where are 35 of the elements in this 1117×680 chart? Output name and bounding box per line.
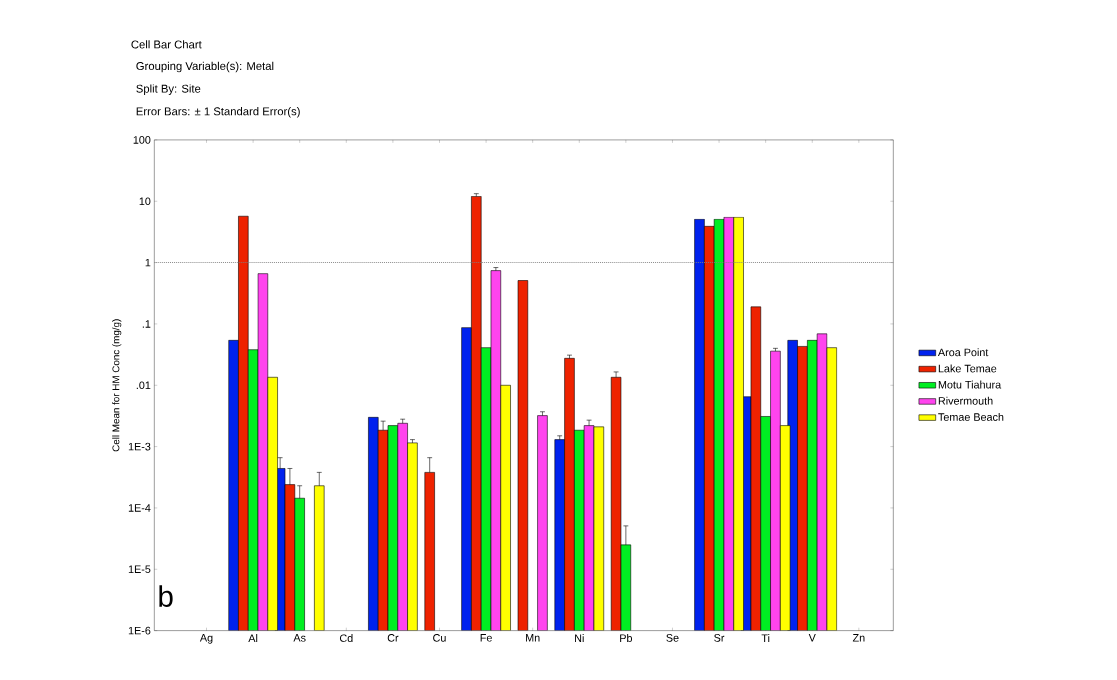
x-tick-label: Fe	[480, 634, 492, 642]
x-tick-label: Pb	[620, 634, 633, 643]
x-tick-label: V	[808, 634, 816, 642]
x-tick-label: Ti	[761, 634, 770, 642]
x-tick-label: Zn	[852, 634, 865, 642]
x-tick-label: Mn	[526, 634, 540, 642]
y-tick-label: .01	[136, 381, 151, 390]
x-tick-label: Al	[248, 634, 258, 642]
y-axis-title: Cell Mean for HM Conc (mg/g)	[112, 319, 122, 452]
x-tick-label: Sr	[714, 634, 725, 642]
y-tick-label: 1E-6	[128, 626, 151, 635]
y-tick-label: 10	[139, 197, 151, 206]
x-tick-label: As	[293, 634, 306, 642]
text: Grouping Variable(s): Metal	[136, 61, 274, 73]
y-tick-label: 1	[145, 258, 151, 267]
legend-label: Motu Tiahura	[938, 380, 1002, 389]
y-tick-label: 1E-5	[128, 565, 151, 574]
legend-label: Aroa Point	[937, 348, 989, 357]
text: Split By: Site	[136, 84, 201, 95]
x-tick-label: Cu	[433, 634, 446, 642]
x-tick-label: Cr	[387, 634, 399, 642]
x-tick-label: Cd	[339, 634, 353, 643]
legend-label: Lake Temae	[938, 364, 997, 373]
annotation: b	[159, 585, 173, 607]
x-tick-label: Ag	[199, 634, 213, 644]
x-tick-label: Se	[666, 634, 679, 642]
y-tick-label: 1E-3	[128, 442, 151, 451]
y-tick-label: 100	[133, 136, 151, 144]
legend-label: Temae Beach	[938, 413, 1004, 421]
x-tick-label: Ni	[575, 634, 584, 642]
y-tick-label: .1	[142, 320, 151, 328]
y-tick-label: 1E-4	[128, 504, 151, 512]
chart-title: Cell Bar Chart	[131, 40, 202, 49]
legend-label: Rivermouth	[938, 396, 993, 405]
text: Error Bars: ± 1 Standard Error(s)	[136, 107, 300, 118]
